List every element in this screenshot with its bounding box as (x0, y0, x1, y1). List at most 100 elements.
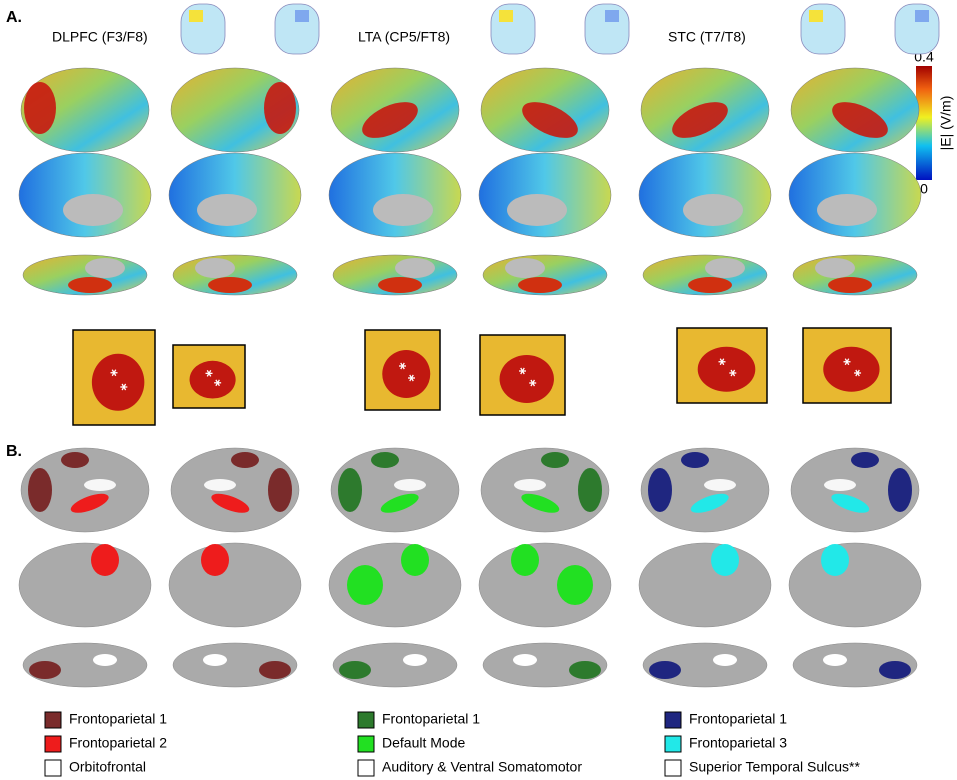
field-hotspot (828, 277, 872, 293)
panel-label: B. (6, 443, 22, 460)
field-hotspot (522, 102, 578, 138)
network-region (403, 654, 427, 666)
field-hotspot (91, 353, 145, 411)
electrode-patch (499, 10, 513, 22)
legend-label: Frontoparietal 1 (69, 711, 167, 727)
field-hotspot (264, 82, 296, 134)
asterisk (409, 374, 414, 382)
brain-lateral (790, 447, 920, 533)
medial-wall (817, 194, 877, 226)
network-region (259, 661, 291, 679)
network-region (831, 493, 870, 513)
field-hotspot (208, 277, 252, 293)
network-region (268, 468, 292, 512)
brain-medial (638, 542, 772, 628)
medial-wall (373, 194, 433, 226)
network-region (28, 468, 52, 512)
network-region (70, 493, 109, 513)
electrode-patch (295, 10, 309, 22)
medial-wall (197, 194, 257, 226)
field-hotspot (378, 277, 422, 293)
field-hotspot (68, 277, 112, 293)
ventral-wall (505, 258, 545, 278)
ventral-wall (815, 258, 855, 278)
network-region (649, 661, 681, 679)
legend-swatch (357, 735, 375, 753)
network-region (338, 468, 362, 512)
brain-lateral (20, 447, 150, 533)
network-region (394, 479, 426, 491)
medial-wall (63, 194, 123, 226)
network-region (204, 479, 236, 491)
network-region (380, 493, 419, 513)
network-region (821, 544, 849, 576)
network-region (29, 661, 61, 679)
legend-label: Frontoparietal 1 (382, 711, 480, 727)
panel-label: A. (6, 9, 22, 26)
field-hotspot (688, 277, 732, 293)
legend-swatch (664, 711, 682, 729)
asterisk (844, 358, 850, 366)
field-hotspot (823, 346, 880, 392)
network-region (84, 479, 116, 491)
electrode-patch (605, 10, 619, 22)
network-region (93, 654, 117, 666)
legend-swatch (664, 759, 682, 777)
ventral-wall (395, 258, 435, 278)
brain-medial (168, 542, 302, 628)
legend-swatch (44, 711, 62, 729)
field-hotspot (672, 102, 728, 138)
brain-lateral (170, 67, 300, 153)
field-hotspot (499, 355, 554, 403)
legend-label: Frontoparietal 1 (689, 711, 787, 727)
ventral-wall (85, 258, 125, 278)
network-region (541, 452, 569, 468)
network-region (201, 544, 229, 576)
network-region (681, 452, 709, 468)
field-hotspot (832, 102, 888, 138)
asterisk (855, 369, 860, 377)
medial-wall (683, 194, 743, 226)
brain-lateral (480, 447, 610, 533)
network-region (851, 452, 879, 468)
network-region (339, 661, 371, 679)
asterisk (719, 358, 725, 366)
network-region (888, 468, 912, 512)
network-region (61, 452, 89, 468)
asterisk (730, 369, 736, 377)
network-region (521, 493, 560, 513)
electrode-patch (189, 10, 203, 22)
field-hotspot (362, 102, 418, 138)
asterisk (215, 379, 220, 387)
network-region (211, 493, 250, 513)
network-region (879, 661, 911, 679)
column-title: LTA (CP5/FT8) (358, 29, 450, 45)
asterisk (111, 369, 117, 377)
colorbar-title: |E| (V/m) (938, 96, 954, 151)
colorbar (916, 66, 932, 180)
legend-label: Superior Temporal Sulcus** (689, 759, 860, 775)
field-hotspot (24, 82, 56, 134)
asterisk (206, 369, 212, 377)
network-region (231, 452, 259, 468)
brain-lateral (170, 447, 300, 533)
asterisk (520, 367, 525, 375)
network-region (513, 654, 537, 666)
colorbar-min: 0 (920, 181, 928, 197)
ventral-wall (195, 258, 235, 278)
network-region (713, 654, 737, 666)
network-region (704, 479, 736, 491)
brain-lateral (330, 447, 460, 533)
asterisk (400, 362, 405, 370)
legend-swatch (357, 711, 375, 729)
network-region (514, 479, 546, 491)
legend-label: Frontoparietal 2 (69, 735, 167, 751)
legend-label: Default Mode (382, 735, 465, 751)
field-hotspot (189, 360, 236, 399)
network-region (371, 452, 399, 468)
electrode-patch (809, 10, 823, 22)
field-hotspot (697, 346, 756, 392)
legend-label: Orbitofrontal (69, 759, 146, 775)
network-region (347, 565, 383, 605)
electrode-patch (915, 10, 929, 22)
